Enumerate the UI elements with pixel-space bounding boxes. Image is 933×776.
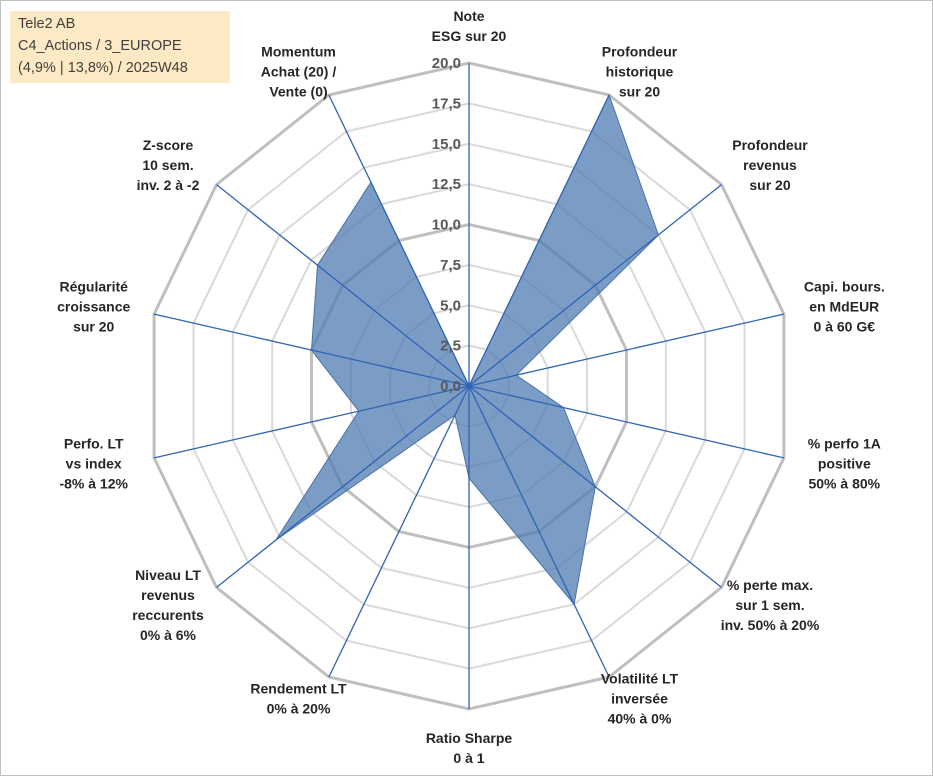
axis-spoke-9 bbox=[216, 385, 470, 588]
axis-label-line: Profondeur bbox=[732, 137, 808, 153]
axis-label-13: Momentum Achat (20) / Vente (0) bbox=[261, 44, 337, 100]
axis-label-line: Momentum bbox=[261, 44, 336, 60]
tick-label-6: 15,0 bbox=[432, 136, 461, 153]
axis-label-line: positive bbox=[818, 456, 871, 472]
axis-label-11: Régularité croissance sur 20 bbox=[57, 279, 130, 335]
axis-spoke-11 bbox=[153, 313, 470, 387]
tick-label-1: 2,5 bbox=[440, 338, 461, 355]
axis-label-7: Ratio Sharpe 0 à 1 bbox=[426, 730, 513, 766]
axis-label-line: sur 1 sem. bbox=[735, 597, 804, 613]
tick-label-3: 7,5 bbox=[440, 257, 461, 274]
axis-label-6: Volatilité LT inversée 40% à 0% bbox=[601, 671, 679, 727]
axis-label-line: Ratio Sharpe bbox=[426, 730, 513, 746]
axis-label-12: Z-score 10 sem. inv. 2 à -2 bbox=[137, 137, 200, 193]
axis-label-line: 0% à 20% bbox=[267, 701, 331, 717]
axis-label-line: Z-score bbox=[143, 137, 194, 153]
axis-label-line: 10 sem. bbox=[142, 157, 193, 173]
axis-label-line: sur 20 bbox=[749, 177, 790, 193]
axis-label-9: Niveau LT revenus reccurents 0% à 6% bbox=[132, 567, 204, 643]
axis-label-4: % perfo 1A positive 50% à 80% bbox=[808, 436, 881, 492]
score-and-week: (4,9% | 13,8%) / 2025W48 bbox=[18, 60, 188, 76]
axis-label-line: Profondeur bbox=[602, 44, 678, 60]
axis-spoke-10 bbox=[153, 385, 470, 459]
axis-label-line: Régularité bbox=[59, 279, 128, 295]
axis-label-line: ESG sur 20 bbox=[432, 28, 507, 44]
axis-label-1: Profondeur historique sur 20 bbox=[602, 44, 678, 100]
axis-label-10: Perfo. LT vs index -8% à 12% bbox=[59, 436, 128, 492]
axis-label-line: sur 20 bbox=[619, 84, 660, 100]
chart-title-box: Tele2 AB C4_Actions / 3_EUROPE (4,9% | 1… bbox=[10, 11, 230, 83]
axis-label-line: inv. 2 à -2 bbox=[137, 177, 200, 193]
axis-spoke-8 bbox=[328, 385, 470, 678]
axis-label-line: 0% à 6% bbox=[140, 627, 197, 643]
axis-label-line: -8% à 12% bbox=[59, 476, 128, 492]
tick-label-0: 0,0 bbox=[440, 378, 461, 395]
axis-label-line: inversée bbox=[611, 691, 668, 707]
axis-label-8: Rendement LT 0% à 20% bbox=[250, 681, 347, 717]
axis-label-line: inv. 50% à 20% bbox=[721, 617, 820, 633]
data-area bbox=[275, 93, 659, 606]
axis-spoke-4 bbox=[468, 385, 785, 459]
tick-label-2: 5,0 bbox=[440, 297, 461, 314]
axis-spoke-13 bbox=[328, 94, 470, 387]
tick-label-8: 20,0 bbox=[432, 55, 461, 72]
axis-label-line: vs index bbox=[66, 456, 122, 472]
portfolio-category: C4_Actions / 3_EUROPE bbox=[18, 38, 182, 54]
axis-label-line: % perfo 1A bbox=[808, 436, 881, 452]
axis-label-line: reccurents bbox=[132, 607, 204, 623]
axis-label-5: % perte max. sur 1 sem. inv. 50% à 20% bbox=[721, 577, 820, 633]
axis-spoke-6 bbox=[468, 385, 610, 678]
axis-spoke-5 bbox=[468, 385, 722, 588]
axis-label-line: revenus bbox=[141, 587, 195, 603]
axis-label-3: Capi. bours. en MdEUR 0 à 60 G€ bbox=[804, 279, 885, 335]
axis-label-line: croissance bbox=[57, 299, 130, 315]
axis-label-line: % perte max. bbox=[727, 577, 813, 593]
axis-label-line: 0 à 60 G€ bbox=[814, 319, 876, 335]
axis-label-line: 40% à 0% bbox=[608, 711, 672, 727]
axis-label-2: Profondeur revenus sur 20 bbox=[732, 137, 808, 193]
axis-label-line: Niveau LT bbox=[135, 567, 201, 583]
axis-label-line: 50% à 80% bbox=[808, 476, 880, 492]
company-name: Tele2 AB bbox=[18, 16, 76, 32]
tick-label-7: 17,5 bbox=[432, 95, 461, 112]
axis-spoke-2 bbox=[468, 184, 722, 387]
axis-label-line: en MdEUR bbox=[809, 299, 879, 315]
axis-label-line: Perfo. LT bbox=[64, 436, 124, 452]
tick-label-4: 10,0 bbox=[432, 217, 461, 234]
tick-label-5: 12,5 bbox=[432, 176, 461, 193]
axis-label-line: Note bbox=[453, 8, 484, 24]
axis-label-line: Capi. bours. bbox=[804, 279, 885, 295]
axis-label-line: Achat (20) / bbox=[261, 64, 337, 80]
axis-label-line: revenus bbox=[743, 157, 797, 173]
axis-spoke-3 bbox=[468, 313, 785, 387]
axis-label-0: Note ESG sur 20 bbox=[432, 8, 507, 44]
axis-label-line: sur 20 bbox=[73, 319, 114, 335]
axis-spoke-12 bbox=[216, 184, 470, 387]
axis-label-line: Volatilité LT bbox=[601, 671, 679, 687]
axis-label-line: historique bbox=[606, 64, 674, 80]
axis-label-line: Vente (0) bbox=[269, 84, 327, 100]
axis-label-line: Rendement LT bbox=[250, 681, 347, 697]
axis-label-line: 0 à 1 bbox=[453, 750, 484, 766]
axis-spoke-1 bbox=[468, 94, 610, 387]
